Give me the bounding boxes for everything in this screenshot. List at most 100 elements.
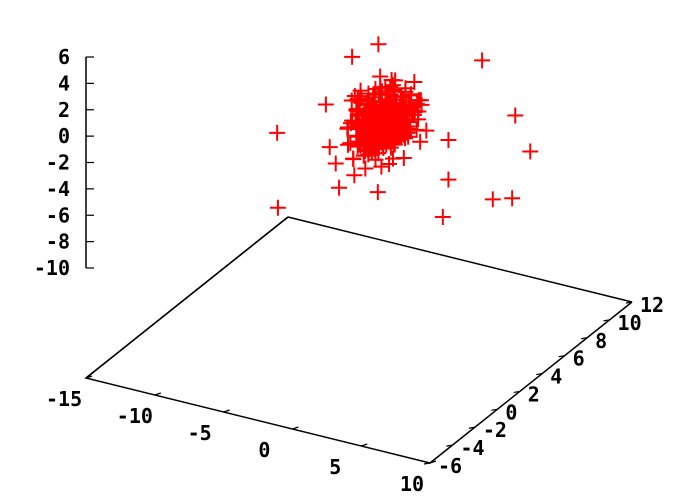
cluster-point (370, 127, 387, 144)
x-tick-label: 10 (400, 472, 424, 496)
outlier-point (412, 92, 429, 109)
cluster-point (342, 135, 359, 152)
cluster-point (390, 109, 407, 126)
cluster-point (363, 118, 380, 135)
y-tick (491, 408, 498, 411)
outlier-point (369, 184, 386, 201)
tick-labels: -15-10-50510-6-4-2024681012-10-8-6-4-202… (34, 45, 664, 496)
z-tick-label: -2 (46, 151, 70, 175)
data-points (269, 36, 539, 226)
floor-back-edge (287, 216, 633, 303)
cluster-point (383, 133, 400, 150)
outlier-point (522, 143, 539, 160)
cluster-point (392, 101, 409, 118)
x-tick (361, 443, 368, 447)
cluster-point (373, 158, 390, 175)
z-tick-label: -4 (46, 177, 70, 201)
cluster-point (343, 92, 360, 109)
cluster-point (345, 151, 362, 168)
y-tick-label: 6 (573, 347, 585, 371)
cluster-point (381, 107, 398, 124)
z-tick-label: -8 (46, 230, 70, 254)
y-tick-label: 2 (528, 382, 540, 406)
cluster-point (360, 143, 377, 160)
y-tick-label: 4 (550, 365, 562, 389)
y-tick-label: -2 (483, 418, 507, 442)
axes-box (84, 57, 633, 464)
cluster-point (385, 100, 402, 117)
cluster-point (374, 123, 391, 140)
outlier-point (474, 52, 491, 69)
y-tick-label: -4 (460, 436, 484, 460)
cluster-point (353, 128, 370, 145)
z-tick-label: 2 (58, 98, 70, 122)
cluster-point (384, 150, 401, 167)
outlier-point (484, 191, 501, 208)
z-tick-label: 4 (58, 71, 70, 95)
x-tick-label: -15 (46, 387, 82, 411)
y-tick-label: 8 (595, 329, 607, 353)
cluster-point (360, 85, 377, 102)
cluster-point (351, 93, 368, 110)
cluster-point (410, 103, 427, 120)
y-tick (536, 372, 543, 376)
y-tick (446, 444, 453, 447)
cluster-point (347, 114, 364, 131)
cluster-point (327, 155, 344, 172)
x-tick (223, 409, 230, 413)
x-tick-label: 0 (258, 438, 270, 462)
y-tick-label: 12 (640, 293, 664, 317)
cluster-point (321, 139, 338, 156)
cluster-point (366, 93, 383, 110)
outlier-point (357, 160, 374, 177)
cluster-point (317, 96, 334, 113)
cluster-point (382, 86, 399, 103)
y-tick (581, 337, 588, 340)
x-tick (85, 375, 93, 379)
y-tick (558, 355, 565, 358)
cluster-point (399, 118, 416, 135)
cluster-point (339, 136, 356, 153)
x-tick (429, 460, 437, 464)
x-tick-label: -10 (117, 404, 153, 428)
outlier-point (344, 48, 361, 65)
outlier-point (331, 179, 348, 196)
outlier-point (434, 209, 451, 226)
cluster-point (383, 113, 400, 130)
cluster-point (385, 136, 402, 153)
y-tick-label: 10 (618, 311, 642, 335)
axis-ticks (85, 56, 633, 465)
cluster-point (372, 68, 389, 85)
z-tick-label: 6 (58, 45, 70, 69)
z-tick-label: 0 (58, 124, 70, 148)
outlier-point (507, 107, 524, 124)
cluster-point (350, 106, 367, 123)
y-tick-label: 0 (505, 400, 517, 424)
y-tick (423, 462, 431, 465)
y-tick-label: -6 (438, 454, 462, 478)
x-tick (292, 426, 299, 430)
cluster-point (406, 74, 423, 91)
cluster-point (361, 116, 378, 133)
outlier-point (504, 190, 521, 207)
y-tick (513, 390, 520, 394)
z-tick-label: -6 (46, 203, 70, 227)
floor-front-edges (84, 216, 633, 464)
cluster-point (412, 133, 429, 150)
outlier-point (440, 171, 457, 188)
outlier-point (440, 132, 457, 149)
cluster-point (365, 106, 382, 123)
outlier-point (269, 199, 286, 216)
cluster-point (408, 121, 425, 138)
outlier-point (269, 124, 286, 141)
cluster-point (346, 167, 363, 184)
y-tick (603, 319, 610, 322)
outlier-point (370, 36, 387, 53)
y-tick (468, 426, 475, 429)
y-tick (625, 301, 633, 304)
x-tick (154, 392, 161, 396)
z-tick-label: -10 (34, 256, 70, 280)
floor-left-edge (85, 216, 289, 379)
x-tick-label: 5 (329, 455, 341, 479)
